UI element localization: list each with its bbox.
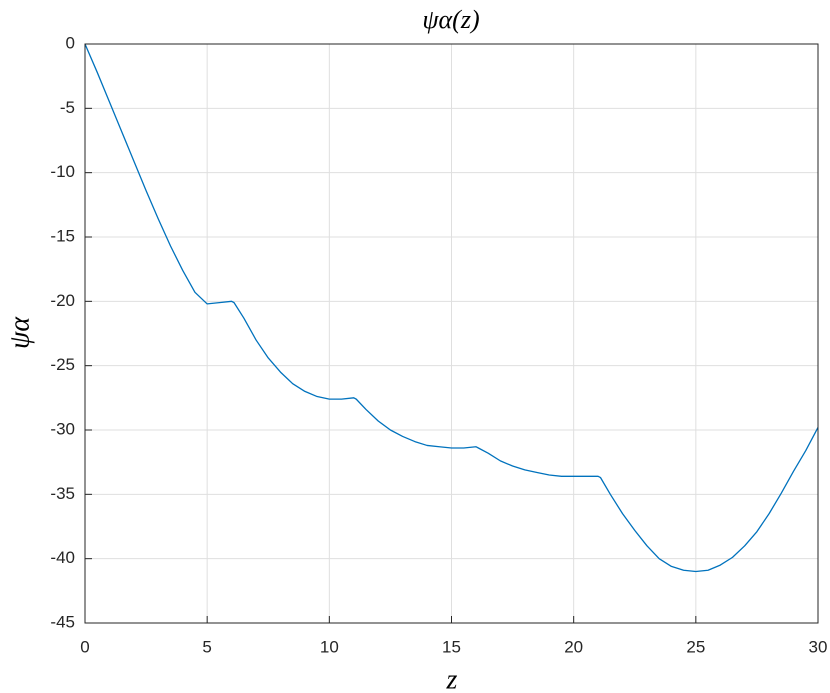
y-tick-label: -45	[50, 612, 75, 631]
y-tick-label: -10	[50, 162, 75, 181]
y-tick-label: -40	[50, 548, 75, 567]
ticks: 0 5 10 15 20 25 30 -45 -40 -35 -30 -25 -20 -15 -10 -5 0	[50, 33, 827, 656]
plot	[84, 43, 819, 573]
y-tick-label: 0	[66, 33, 75, 52]
y-tick-label: -30	[50, 419, 75, 438]
chart-title: ψα(z)	[422, 5, 479, 34]
x-tick-label: 30	[809, 637, 828, 656]
x-tick-label: 15	[442, 637, 461, 656]
x-axis-label: z	[446, 664, 458, 693]
y-tick-label: -20	[50, 291, 75, 310]
y-tick-label: -35	[50, 484, 75, 503]
x-tick-label: 25	[686, 637, 705, 656]
y-axis-label: ψα	[4, 316, 35, 349]
x-tick-label: 20	[564, 637, 583, 656]
x-tick-label: 10	[320, 637, 339, 656]
y-tick-label: -15	[50, 226, 75, 245]
x-tick-label: 0	[80, 637, 89, 656]
y-tick-label: -5	[60, 98, 75, 117]
x-tick-label: 5	[202, 637, 211, 656]
y-tick-label: -25	[50, 355, 75, 374]
data-line	[84, 43, 819, 573]
